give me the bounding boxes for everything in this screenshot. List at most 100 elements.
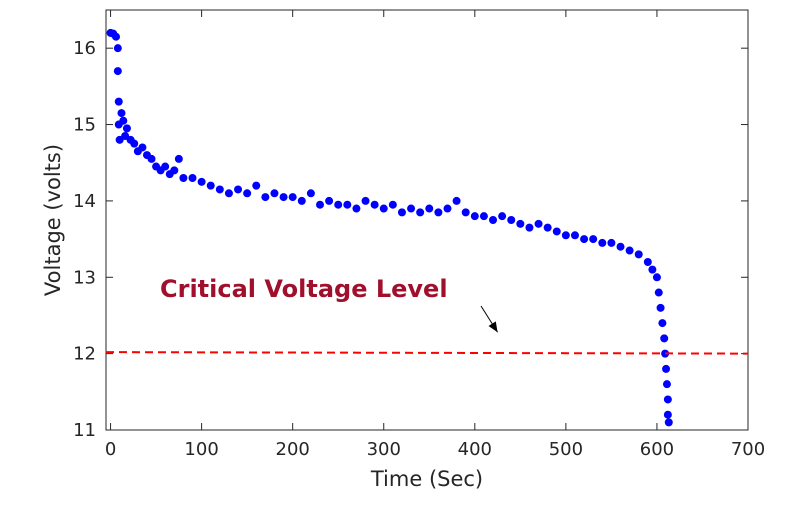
data-point <box>114 97 123 106</box>
plot-area <box>105 9 749 431</box>
data-point <box>138 143 147 152</box>
data-point <box>660 334 669 343</box>
data-point <box>215 185 224 194</box>
data-point <box>616 242 625 251</box>
x-tick-label: 300 <box>367 439 401 460</box>
data-point <box>434 208 443 217</box>
data-point <box>288 193 297 202</box>
data-point <box>534 219 543 228</box>
data-point <box>407 204 416 213</box>
data-point <box>652 273 661 282</box>
data-point <box>343 200 352 209</box>
y-tick-label: 16 <box>73 38 96 59</box>
data-point <box>654 288 663 297</box>
critical-voltage-line <box>105 351 749 355</box>
data-point <box>112 32 121 41</box>
y-tick-label: 11 <box>73 420 96 441</box>
data-point <box>179 174 188 182</box>
x-tick-label: 600 <box>640 439 674 460</box>
data-point <box>662 380 671 389</box>
y-tick-label: 12 <box>73 344 96 365</box>
y-tick-label: 14 <box>73 191 96 212</box>
annotation-arrowhead <box>488 321 498 333</box>
x-tick-label: 0 <box>105 439 116 460</box>
y-axis-label: Voltage (volts) <box>41 144 65 296</box>
data-point <box>663 410 672 419</box>
data-point <box>370 200 379 209</box>
data-point <box>379 204 388 213</box>
data-point <box>397 208 406 217</box>
data-point <box>589 235 598 244</box>
data-point <box>656 303 665 312</box>
data-point <box>643 258 652 266</box>
data-point <box>117 109 126 118</box>
y-tick-label: 13 <box>73 267 96 288</box>
data-point <box>234 185 243 194</box>
x-tick-label: 500 <box>549 439 583 460</box>
x-tick-label: 400 <box>458 439 492 460</box>
data-point <box>648 265 657 274</box>
data-point <box>507 216 516 224</box>
axis-ticks: 0 100 200 300 400 500 600 700 11 12 13 14 15 16 <box>73 10 765 460</box>
data-point <box>197 177 206 186</box>
data-point <box>316 200 324 209</box>
data-point <box>443 204 452 213</box>
overlay: Critical Voltage Level <box>105 275 749 355</box>
data-point <box>243 189 252 198</box>
data-point <box>174 154 183 163</box>
data-point <box>634 250 643 259</box>
data-point <box>461 208 470 217</box>
data-point <box>452 196 461 205</box>
data-point <box>113 67 122 76</box>
critical-voltage-annotation: Critical Voltage Level <box>160 275 448 303</box>
data-point <box>561 231 570 240</box>
data-point <box>306 189 315 198</box>
data-point <box>188 174 197 182</box>
data-point <box>361 196 370 205</box>
data-point <box>525 223 534 232</box>
data-point <box>664 418 673 427</box>
data-point <box>425 204 434 213</box>
x-axis-label: Time (Sec) <box>370 467 483 491</box>
data-point <box>325 196 334 205</box>
data-point <box>122 124 131 133</box>
data-point <box>279 193 288 202</box>
x-tick-label: 700 <box>731 439 765 460</box>
data-point <box>470 212 479 221</box>
data-point <box>625 246 634 255</box>
data-point <box>598 238 607 247</box>
x-tick-label: 200 <box>276 439 310 460</box>
data-point <box>170 166 179 175</box>
data-point <box>130 139 139 148</box>
data-point <box>663 395 672 404</box>
data-points <box>106 28 673 427</box>
data-point <box>658 319 667 328</box>
data-point <box>119 116 128 125</box>
data-point <box>206 181 215 190</box>
data-point <box>516 219 525 228</box>
data-point <box>498 212 507 221</box>
data-point <box>270 189 279 198</box>
y-tick-label: 15 <box>73 115 96 136</box>
data-point <box>479 212 488 221</box>
data-point <box>388 200 397 209</box>
data-point <box>552 227 561 236</box>
data-point <box>224 189 233 198</box>
data-point <box>416 208 425 217</box>
data-point <box>261 193 270 202</box>
data-point <box>252 181 261 190</box>
data-point <box>113 44 122 53</box>
data-point <box>334 200 343 209</box>
data-point <box>607 238 616 247</box>
data-point <box>147 154 156 163</box>
data-point <box>352 204 361 213</box>
data-point <box>580 235 589 244</box>
data-point <box>297 196 306 205</box>
data-point <box>161 162 170 171</box>
data-point <box>662 364 671 373</box>
data-point <box>570 231 579 240</box>
data-point <box>543 223 552 232</box>
x-tick-label: 100 <box>184 439 218 460</box>
data-point <box>489 216 498 224</box>
